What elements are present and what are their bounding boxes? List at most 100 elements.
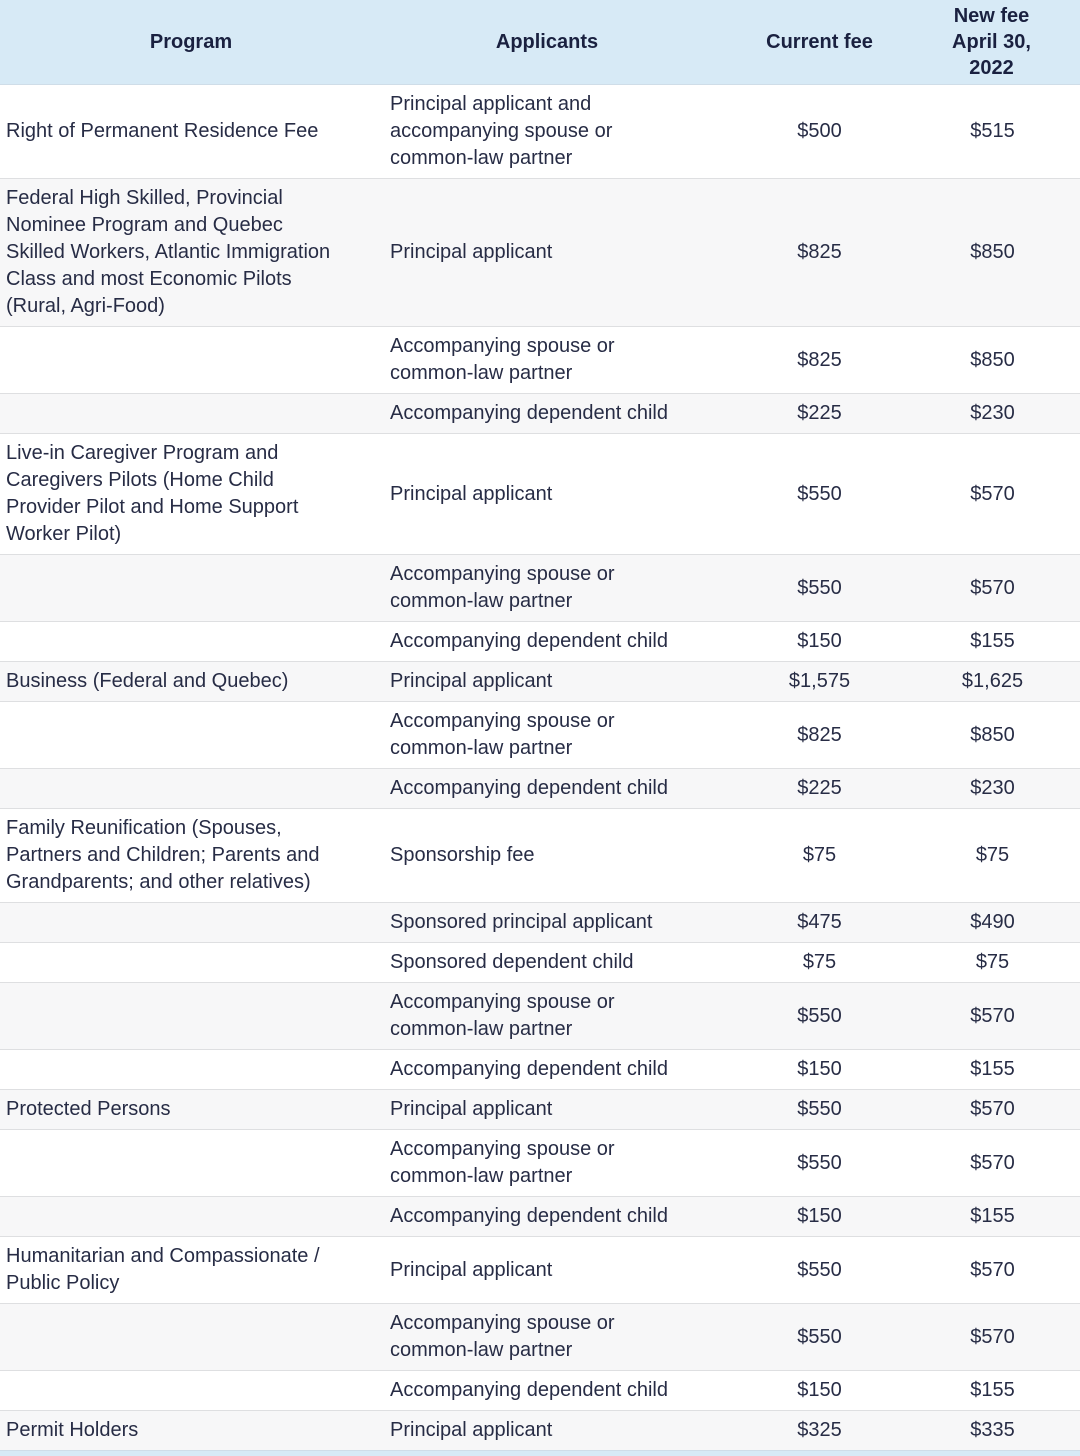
applicants-cell: Accompanying spouse or common-law partne… [382, 326, 712, 394]
table-row: Right of Permanent Residence Fee Principa… [0, 84, 1080, 179]
applicants-cell: Principal applicant [382, 433, 712, 555]
new-fee-cell: $75 [927, 808, 1080, 903]
program-cell [0, 1370, 382, 1411]
program-cell [0, 393, 382, 434]
current-fee-cell: $475 [712, 902, 927, 943]
new-fee-cell: $570 [927, 1089, 1080, 1130]
table-row: Accompanying dependent child $150 $155 [0, 621, 1080, 662]
program-cell [0, 982, 382, 1050]
new-fee-cell: $570 [927, 1303, 1080, 1371]
table-row: Permit Holders Principal applicant $325 $33… [0, 1410, 1080, 1450]
current-fee-cell: $550 [712, 982, 927, 1050]
header-row: Program Applicants Current fee New fee A… [0, 0, 1080, 85]
table-row: Protected Persons Principal applicant $550… [0, 1089, 1080, 1130]
table-row: Accompanying dependent child $225 $230 [0, 393, 1080, 434]
current-fee-cell: $825 [712, 178, 927, 327]
program-cell: Business (Federal and Quebec) [0, 661, 382, 702]
program-cell [0, 1049, 382, 1090]
table-row: Accompanying spouse or common-law partne… [0, 326, 1080, 394]
table-row: Accompanying dependent child $150 $155 [0, 1196, 1080, 1237]
current-fee-cell: $75 [712, 942, 927, 983]
applicants-cell: Accompanying dependent child [382, 1049, 712, 1090]
new-fee-cell: $850 [927, 326, 1080, 394]
new-fee-cell: $850 [927, 178, 1080, 327]
program-cell [0, 1129, 382, 1197]
new-fee-cell: $570 [927, 982, 1080, 1050]
fees-table-header: Program Applicants Current fee New fee A… [0, 0, 1080, 85]
applicants-cell: Sponsorship fee [382, 808, 712, 903]
table-row: Accompanying spouse or common-law partne… [0, 701, 1080, 769]
program-cell [0, 1303, 382, 1371]
applicants-cell: Accompanying spouse or common-law partne… [382, 701, 712, 769]
current-fee-cell: $1,575 [712, 661, 927, 702]
applicants-cell: Accompanying dependent child [382, 1196, 712, 1237]
current-fee-cell: $150 [712, 1196, 927, 1237]
current-fee-cell: $550 [712, 1129, 927, 1197]
program-cell: Humanitarian and Compassionate / Public … [0, 1236, 382, 1304]
new-fee-cell: $155 [927, 1049, 1080, 1090]
current-fee-cell: $225 [712, 393, 927, 434]
applicants-cell: Sponsored principal applicant [382, 902, 712, 943]
table-row: Accompanying dependent child $150 $155 [0, 1370, 1080, 1411]
current-fee-cell: $150 [712, 1049, 927, 1090]
new-fee-cell: $230 [927, 768, 1080, 809]
next-section-header-strip [0, 1450, 1080, 1456]
current-fee-cell: $500 [712, 84, 927, 179]
column-header-program: Program [0, 0, 382, 85]
current-fee-cell: $150 [712, 1370, 927, 1411]
current-fee-cell: $825 [712, 701, 927, 769]
program-cell [0, 326, 382, 394]
program-cell: Permit Holders [0, 1410, 382, 1450]
applicants-cell: Accompanying dependent child [382, 393, 712, 434]
table-row: Family Reunification (Spouses, Partners … [0, 808, 1080, 903]
new-fee-cell: $570 [927, 1129, 1080, 1197]
new-fee-cell: $155 [927, 1370, 1080, 1411]
table-row: Accompanying spouse or common-law partne… [0, 1303, 1080, 1371]
program-cell: Protected Persons [0, 1089, 382, 1130]
current-fee-cell: $550 [712, 433, 927, 555]
new-fee-cell: $515 [927, 84, 1080, 179]
table-row: Accompanying spouse or common-law partne… [0, 1129, 1080, 1197]
current-fee-cell: $550 [712, 554, 927, 622]
new-fee-cell: $570 [927, 554, 1080, 622]
program-cell: Live-in Caregiver Program and Caregivers… [0, 433, 382, 555]
current-fee-cell: $550 [712, 1089, 927, 1130]
new-fee-cell: $490 [927, 902, 1080, 943]
program-cell [0, 554, 382, 622]
applicants-cell: Accompanying dependent child [382, 768, 712, 809]
program-cell [0, 942, 382, 983]
applicants-cell: Principal applicant and accompanying spo… [382, 84, 712, 179]
new-fee-cell: $850 [927, 701, 1080, 769]
table-row: Business (Federal and Quebec) Principal a… [0, 661, 1080, 702]
program-cell [0, 1196, 382, 1237]
table-row: Federal High Skilled, Provincial Nominee… [0, 178, 1080, 327]
table-row: Humanitarian and Compassionate / Public … [0, 1236, 1080, 1304]
applicants-cell: Accompanying spouse or common-law partne… [382, 1303, 712, 1371]
applicants-cell: Sponsored dependent child [382, 942, 712, 983]
new-fee-cell: $75 [927, 942, 1080, 983]
current-fee-cell: $75 [712, 808, 927, 903]
new-fee-cell: $155 [927, 1196, 1080, 1237]
applicants-cell: Accompanying dependent child [382, 1370, 712, 1411]
current-fee-cell: $550 [712, 1236, 927, 1304]
program-cell [0, 902, 382, 943]
current-fee-cell: $550 [712, 1303, 927, 1371]
new-fee-cell: $570 [927, 1236, 1080, 1304]
applicants-cell: Principal applicant [382, 178, 712, 327]
column-header-current-fee: Current fee [712, 0, 927, 85]
column-header-applicants: Applicants [382, 0, 712, 85]
new-fee-cell: $335 [927, 1410, 1080, 1450]
column-header-new-fee: New fee April 30, 2022 [927, 0, 1080, 85]
fees-table-body: Right of Permanent Residence Fee Principa… [0, 84, 1080, 1450]
table-row: Live-in Caregiver Program and Caregivers… [0, 433, 1080, 555]
applicants-cell: Principal applicant [382, 1236, 712, 1304]
applicants-cell: Principal applicant [382, 661, 712, 702]
current-fee-cell: $325 [712, 1410, 927, 1450]
program-cell [0, 768, 382, 809]
applicants-cell: Accompanying spouse or common-law partne… [382, 554, 712, 622]
current-fee-cell: $150 [712, 621, 927, 662]
table-row: Sponsored principal applicant $475 $490 [0, 902, 1080, 943]
program-cell: Right of Permanent Residence Fee [0, 84, 382, 179]
